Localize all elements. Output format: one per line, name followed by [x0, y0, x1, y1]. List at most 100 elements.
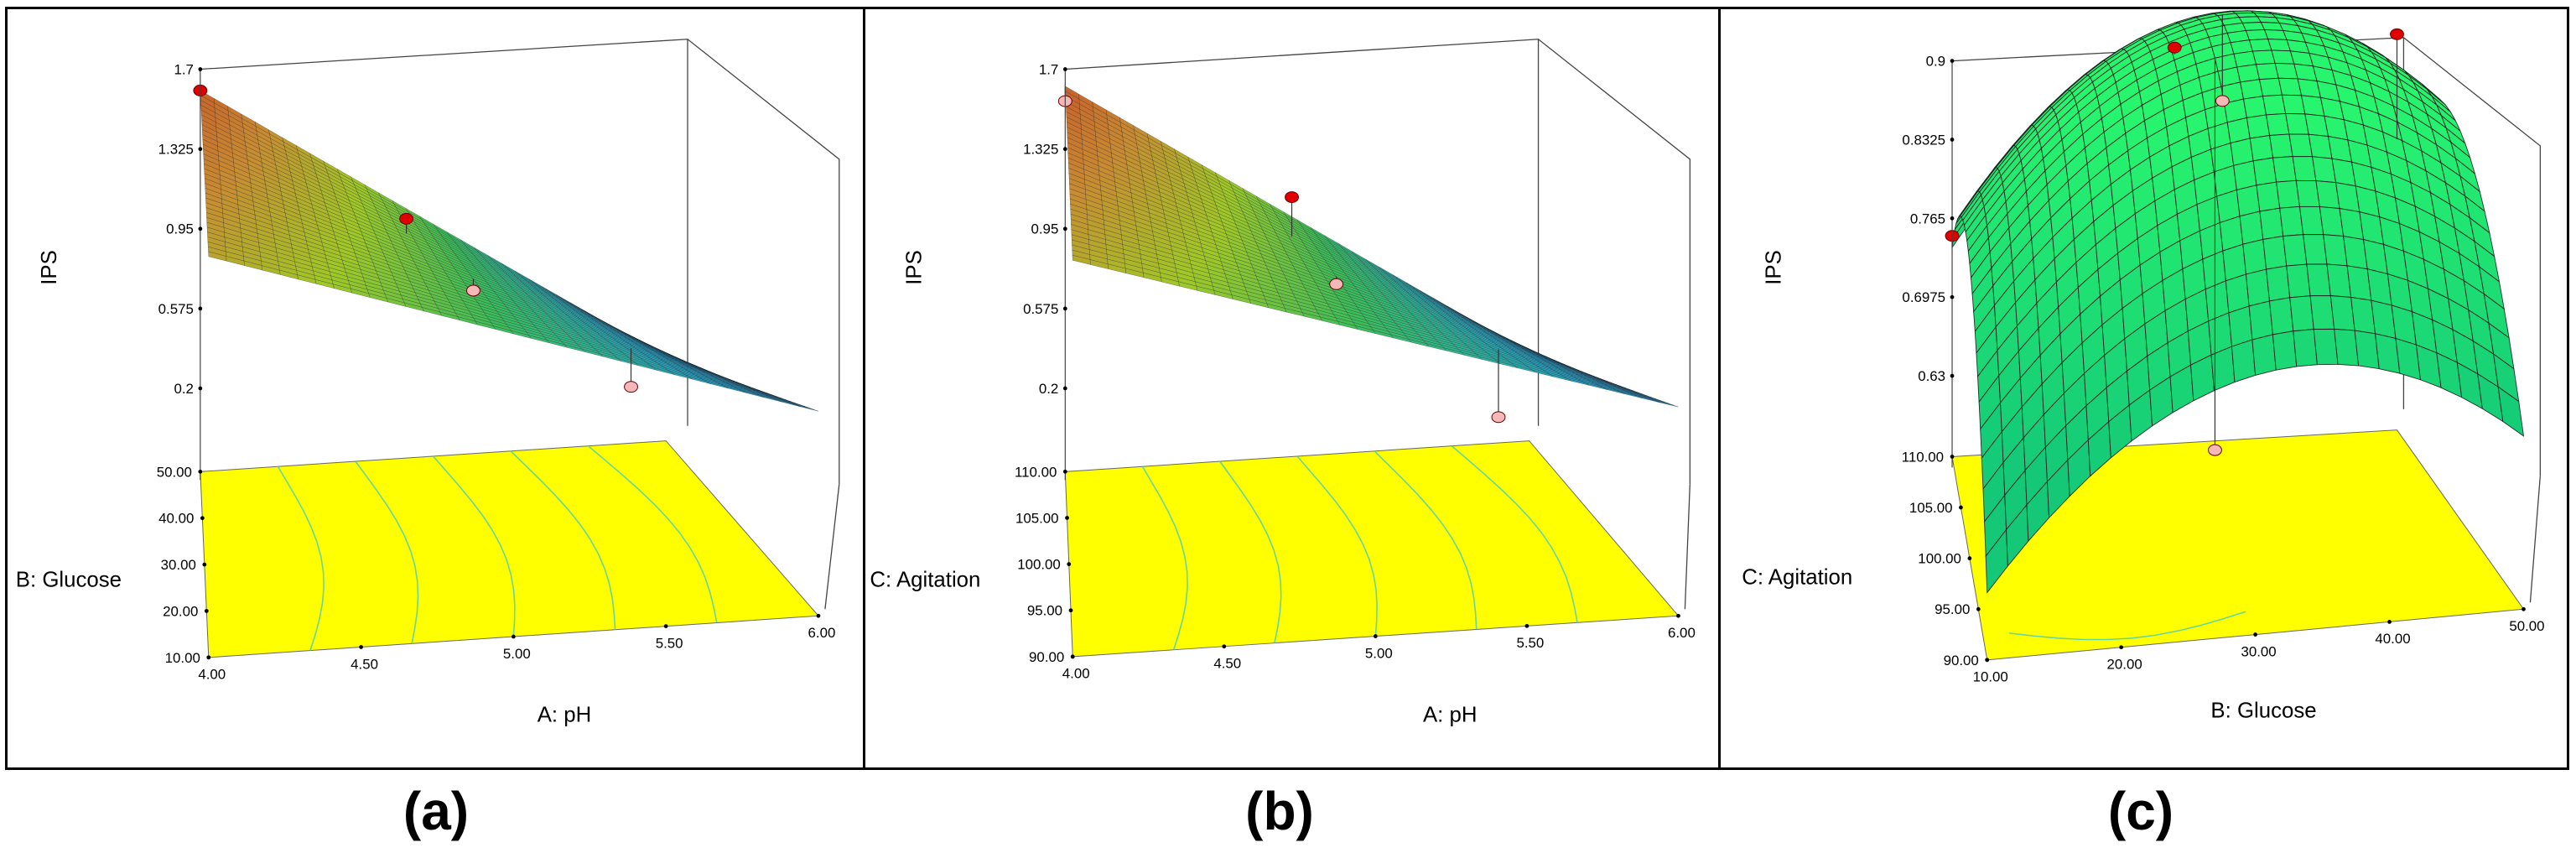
- y-tick-mark: [1967, 556, 1972, 561]
- z-tick-label: 0.575: [1023, 301, 1058, 317]
- x-axis: 4.00 4.50 5.00 5.50 6.00: [198, 613, 835, 683]
- y-tick-mark: [1959, 505, 1963, 510]
- z-tick-mark: [1950, 138, 1955, 142]
- x-tick-mark: [816, 613, 821, 618]
- z-tick-mark: [198, 386, 203, 391]
- floor-plane: [200, 440, 819, 658]
- surface-cell: [2246, 268, 2270, 307]
- y-tick-label: 100.00: [1017, 557, 1061, 573]
- y-tick-label: 105.00: [1015, 510, 1059, 526]
- z-tick-label: 0.6975: [1902, 289, 1945, 305]
- z-tick-label: 1.325: [1023, 142, 1058, 158]
- x-tick-label: 20.00: [2107, 657, 2142, 673]
- surface-cell: [2233, 160, 2257, 191]
- chart-c-svg: 0.63 0.6975 0.765 0.8325 0.9 IPS 10.00 20.00 30.…: [1742, 10, 2545, 722]
- x-tick-mark: [2119, 645, 2124, 650]
- x-tick-mark: [2387, 620, 2392, 624]
- x-axis-title: B: Glucose: [2210, 699, 2316, 722]
- z-tick-mark: [198, 67, 203, 71]
- y-tick-mark: [206, 655, 211, 660]
- design-point: [624, 381, 638, 393]
- chart-a-svg: 0.2 0.575 0.95 1.325 1.7 IPS 4.00 4.50 5.00 5.50 6…: [16, 39, 840, 726]
- panel-c: 0.63 0.6975 0.765 0.8325 0.9 IPS 10.00 20.00 30.…: [1718, 9, 2567, 767]
- z-tick-label: 0.2: [1039, 381, 1058, 397]
- surface-cell: [2266, 113, 2290, 136]
- z-tick-mark: [1950, 216, 1955, 221]
- contour-lines: [277, 445, 718, 651]
- floor-plane: [1064, 440, 1680, 658]
- y-tick-mark: [1976, 606, 1981, 611]
- box-top-edges: [1065, 39, 1690, 485]
- z-tick-label: 0.8325: [1902, 132, 1945, 148]
- y-tick-mark: [1070, 654, 1075, 659]
- x-tick-mark: [359, 645, 363, 649]
- contour-line: [588, 445, 718, 623]
- design-point: [2167, 41, 2182, 54]
- z-tick-label: 0.765: [1910, 211, 1945, 226]
- z-tick-label: 0.575: [158, 301, 194, 317]
- y-tick-label: 30.00: [161, 557, 196, 573]
- x-axis: 10.00 20.00 30.00 40.00 50.00: [1973, 606, 2545, 685]
- y-tick-mark: [1950, 455, 1955, 459]
- z-tick-mark: [1062, 306, 1067, 311]
- contour-line: [1219, 460, 1282, 643]
- z-axis-title: IPS: [1762, 250, 1785, 285]
- y-tick-label: 100.00: [1918, 551, 1961, 567]
- design-point: [2215, 95, 2230, 107]
- contour-lines: [2008, 611, 2246, 641]
- design-point: [466, 284, 480, 297]
- y-axis: 90.00 95.00 100.00 105.00 110.00: [1015, 464, 1075, 665]
- contour-line: [2008, 611, 2246, 641]
- response-surface: [1065, 86, 1679, 408]
- y-tick-label: 90.00: [1029, 649, 1064, 665]
- figure-frame: 0.2 0.575 0.95 1.325 1.7 IPS 4.00 4.50 5.00 5.50 6…: [5, 7, 2569, 770]
- z-tick-mark: [198, 306, 203, 311]
- surface-cell: [2251, 49, 2276, 65]
- surface-cell: [2272, 330, 2298, 371]
- caption-c: (c): [2107, 781, 2174, 841]
- design-points: [193, 84, 638, 393]
- y-tick-label: 110.00: [1902, 449, 1944, 465]
- surface-cell: [2279, 205, 2304, 237]
- contour-line: [277, 466, 325, 651]
- y-tick-label: 95.00: [1935, 601, 1970, 617]
- surface-cell: [2262, 235, 2288, 270]
- box-right-vertical: [2529, 476, 2542, 603]
- y-tick-label: 10.00: [165, 650, 200, 666]
- design-point: [1329, 278, 1344, 290]
- surface-cell: [2295, 179, 2320, 207]
- contour-line: [1374, 450, 1478, 630]
- y-tick-mark: [1062, 469, 1067, 474]
- contour-line: [355, 460, 419, 644]
- surface-cell: [1656, 400, 1679, 408]
- y-tick-mark: [198, 469, 203, 474]
- contour-line: [432, 455, 516, 637]
- surface-cell: [2249, 134, 2274, 162]
- z-tick-mark: [1062, 386, 1067, 391]
- contour-line: [1296, 455, 1378, 637]
- z-tick-label: 1.7: [174, 61, 193, 77]
- x-tick-label: 4.50: [1213, 656, 1241, 672]
- y-tick-mark: [200, 516, 205, 521]
- surface-cell: [2231, 339, 2257, 383]
- x-tick-label: 50.00: [2509, 618, 2544, 634]
- y-axis: 90.00 95.00 100.00 105.00 110.00: [1902, 449, 1990, 668]
- x-tick-label: 5.50: [1516, 635, 1544, 651]
- design-point: [399, 212, 414, 225]
- x-tick-label: 4.00: [198, 667, 226, 683]
- z-tick-label: 0.9: [1926, 54, 1945, 70]
- y-tick-mark: [204, 609, 209, 613]
- z-tick-label: 1.7: [1039, 61, 1058, 77]
- contour-line: [1141, 466, 1188, 650]
- design-point: [1491, 411, 1506, 424]
- z-tick-mark: [1062, 147, 1067, 152]
- z-tick-label: 0.95: [166, 221, 194, 237]
- y-tick-mark: [1068, 608, 1073, 613]
- z-tick-mark: [198, 147, 203, 152]
- surface-cell: [2251, 334, 2277, 376]
- contour-line: [510, 450, 616, 630]
- x-tick-label: 4.50: [351, 656, 378, 672]
- surface-cell: [2293, 329, 2318, 367]
- x-tick-mark: [1676, 613, 1680, 618]
- box-right-vertical: [1684, 484, 1690, 610]
